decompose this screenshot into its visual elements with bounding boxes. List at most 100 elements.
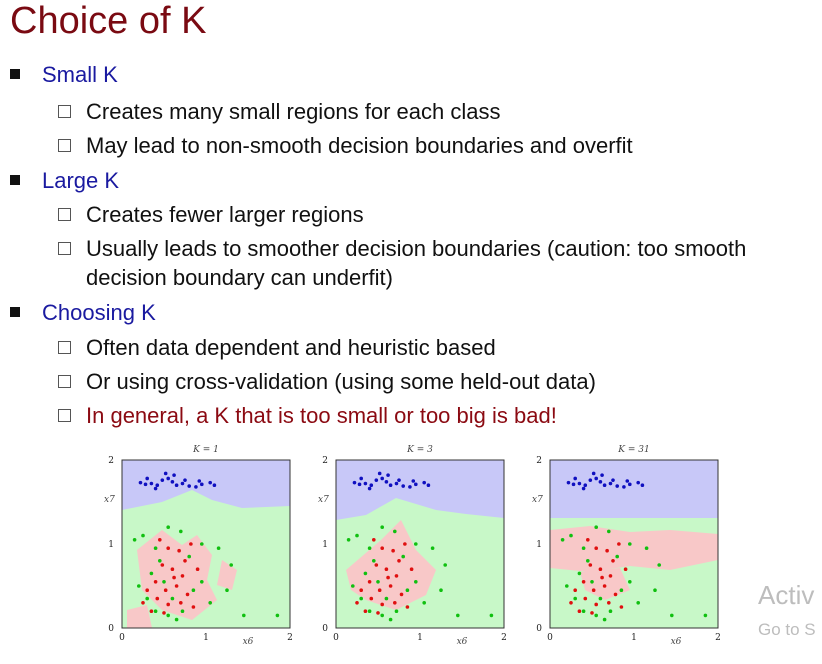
- plot-title: K = 31: [617, 445, 649, 455]
- data-point: [153, 580, 158, 584]
- data-point: [174, 617, 179, 622]
- data-point: [372, 538, 376, 542]
- data-point: [355, 601, 359, 605]
- data-point: [405, 588, 410, 592]
- data-point: [598, 567, 603, 571]
- data-point: [158, 538, 162, 542]
- hollow-square-bullet-icon: [58, 408, 71, 422]
- y-tick-label: 2: [108, 456, 114, 466]
- data-point: [422, 480, 426, 485]
- bullet-label: Large K: [42, 168, 120, 193]
- data-point: [194, 485, 198, 489]
- data-point: [180, 481, 185, 486]
- data-point: [158, 559, 162, 563]
- y-tick-label: 1: [108, 540, 114, 550]
- data-point: [590, 611, 594, 615]
- y-axis-label: x7: [318, 495, 329, 505]
- data-point: [640, 483, 645, 487]
- bullet-large-k: Large K: [10, 168, 119, 194]
- square-bullet-icon: [10, 307, 20, 318]
- data-point: [384, 480, 389, 484]
- data-point: [591, 471, 596, 476]
- data-point: [153, 609, 158, 613]
- data-point: [162, 580, 166, 584]
- data-point: [607, 601, 611, 605]
- data-point: [367, 609, 372, 613]
- data-point: [160, 563, 165, 567]
- data-point: [602, 617, 607, 622]
- data-point: [615, 554, 619, 559]
- data-point: [456, 613, 460, 618]
- data-point: [377, 588, 382, 592]
- data-point: [581, 609, 586, 613]
- data-point: [191, 588, 196, 592]
- data-point: [608, 609, 613, 613]
- data-point: [386, 575, 390, 580]
- data-point: [346, 538, 351, 542]
- x-tick-label: 2: [287, 633, 293, 643]
- data-point: [200, 542, 204, 546]
- data-point: [653, 588, 657, 592]
- data-point: [583, 483, 588, 487]
- data-point: [439, 588, 443, 592]
- data-point: [615, 484, 619, 488]
- data-point: [374, 563, 379, 567]
- data-point: [138, 480, 143, 485]
- data-point: [588, 563, 593, 567]
- data-point: [560, 538, 565, 542]
- x-tick-label: 2: [501, 633, 507, 643]
- data-point: [625, 479, 630, 483]
- x-tick-label: 2: [715, 633, 721, 643]
- data-point: [391, 548, 395, 553]
- data-point: [177, 548, 181, 553]
- data-point: [143, 482, 148, 487]
- sub-bullet: Creates many small regions for each clas…: [58, 98, 501, 126]
- data-point: [200, 580, 204, 584]
- data-point: [174, 483, 179, 487]
- y-tick-label: 0: [322, 624, 328, 634]
- data-point: [608, 574, 613, 578]
- sub-bullet-text: Creates fewer larger regions: [86, 202, 364, 227]
- data-point: [628, 580, 632, 584]
- data-point: [607, 529, 611, 534]
- data-point: [414, 542, 418, 546]
- data-point: [566, 480, 571, 485]
- sub-bullet: Or using cross-validation (using some he…: [58, 368, 596, 396]
- data-point: [388, 617, 393, 622]
- data-point: [216, 546, 221, 550]
- x-tick-label: 0: [547, 633, 553, 643]
- data-point: [132, 538, 137, 542]
- data-point: [212, 483, 217, 487]
- sub-bullet: Often data dependent and heuristic based: [58, 334, 496, 362]
- data-point: [187, 484, 191, 488]
- data-point: [598, 596, 603, 601]
- data-point: [191, 605, 196, 609]
- data-point: [367, 580, 372, 584]
- y-axis-label: x7: [104, 495, 115, 505]
- data-point: [359, 476, 363, 481]
- sub-bullet-text: Often data dependent and heuristic based: [86, 335, 496, 360]
- data-point: [670, 613, 674, 618]
- red-region: [580, 568, 630, 600]
- data-point: [155, 596, 160, 601]
- data-point: [588, 478, 593, 482]
- data-point: [657, 563, 661, 567]
- data-point: [703, 613, 708, 618]
- data-point: [179, 601, 183, 605]
- data-point: [394, 481, 399, 486]
- data-point: [145, 588, 149, 592]
- data-point: [594, 613, 598, 618]
- data-point: [179, 529, 183, 534]
- decision-boundary-chart: K = 31 00 1 1 2 2 x6 x7: [532, 445, 721, 647]
- red-region: [217, 560, 237, 590]
- bullet-small-k: Small K: [10, 62, 118, 88]
- data-point: [189, 542, 193, 546]
- data-point: [586, 559, 590, 563]
- data-point: [628, 482, 632, 487]
- data-point: [380, 602, 384, 607]
- data-point: [443, 563, 447, 567]
- data-point: [405, 605, 410, 609]
- data-point: [153, 546, 158, 550]
- red-region: [550, 526, 718, 572]
- x-tick-label: 1: [203, 633, 209, 643]
